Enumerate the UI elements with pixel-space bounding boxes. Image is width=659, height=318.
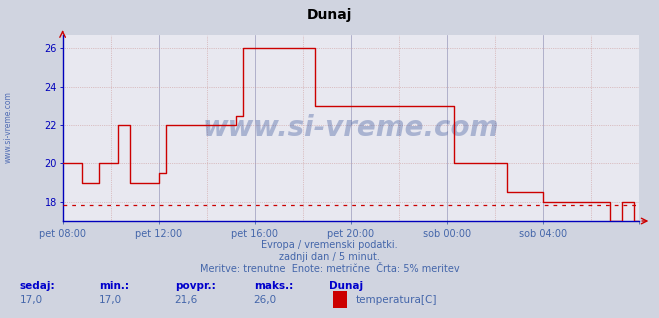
Text: 21,6: 21,6 [175, 295, 198, 305]
Text: 17,0: 17,0 [99, 295, 122, 305]
Text: maks.:: maks.: [254, 281, 293, 291]
Text: Evropa / vremenski podatki.: Evropa / vremenski podatki. [261, 240, 398, 250]
Text: www.si-vreme.com: www.si-vreme.com [3, 91, 13, 163]
Text: 17,0: 17,0 [20, 295, 43, 305]
Text: www.si-vreme.com: www.si-vreme.com [203, 114, 499, 142]
Text: Meritve: trenutne  Enote: metrične  Črta: 5% meritev: Meritve: trenutne Enote: metrične Črta: … [200, 264, 459, 274]
Text: sedaj:: sedaj: [20, 281, 55, 291]
Text: Dunaj: Dunaj [307, 8, 352, 22]
Text: min.:: min.: [99, 281, 129, 291]
Text: Dunaj: Dunaj [330, 281, 364, 291]
Text: temperatura[C]: temperatura[C] [355, 295, 437, 305]
Text: povpr.:: povpr.: [175, 281, 215, 291]
Text: 26,0: 26,0 [254, 295, 277, 305]
Text: zadnji dan / 5 minut.: zadnji dan / 5 minut. [279, 252, 380, 262]
